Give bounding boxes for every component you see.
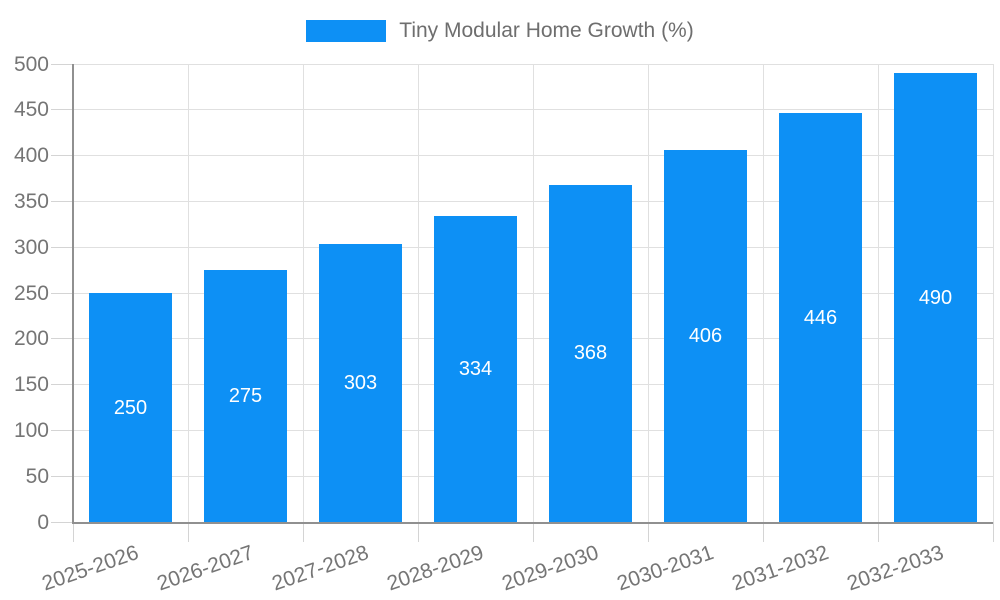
y-axis-label: 200: [13, 327, 49, 351]
bar[interactable]: [664, 150, 747, 522]
y-axis-label: 100: [13, 418, 49, 442]
y-axis-tick: [51, 521, 73, 523]
bar-value-label: 275: [228, 385, 263, 408]
bar-value-label: 334: [458, 358, 493, 381]
y-axis-label: 500: [13, 52, 49, 76]
bar-value-label: 446: [803, 306, 838, 329]
x-axis-label: 2025-2026: [39, 541, 142, 596]
y-axis-label: 400: [13, 144, 49, 168]
gridline-vertical: [877, 64, 879, 522]
y-axis-line: [72, 64, 74, 522]
x-axis-tick: [532, 522, 534, 542]
y-axis-label: 150: [13, 373, 49, 397]
gridline-vertical: [762, 64, 764, 522]
bar-value-label: 406: [688, 325, 723, 348]
bar-value-label: 490: [918, 286, 953, 309]
y-axis-label: 250: [13, 281, 49, 305]
x-axis-label: 2028-2029: [384, 541, 487, 596]
y-axis-tick: [51, 109, 73, 111]
bar-value-label: 303: [343, 372, 378, 395]
x-axis-tick: [992, 522, 994, 542]
y-axis-tick: [51, 63, 73, 65]
bar[interactable]: [319, 244, 402, 522]
x-axis-tick: [647, 522, 649, 542]
x-axis-tick: [187, 522, 189, 542]
bar-value-label: 250: [113, 396, 148, 419]
x-axis-line: [72, 522, 993, 524]
x-axis-label: 2027-2028: [269, 541, 372, 596]
bar-value-label: 368: [573, 342, 608, 365]
x-axis-label: 2029-2030: [499, 541, 602, 596]
y-axis-label: 0: [37, 510, 49, 534]
y-axis-label: 300: [13, 235, 49, 259]
y-axis-tick: [51, 475, 73, 477]
gridline-vertical: [302, 64, 304, 522]
legend[interactable]: Tiny Modular Home Growth (%): [0, 17, 1000, 45]
y-axis-label: 50: [25, 464, 49, 488]
bar[interactable]: [779, 113, 862, 522]
gridline-vertical: [992, 64, 994, 522]
legend-swatch: [306, 20, 387, 42]
x-axis-label: 2032-2033: [844, 541, 947, 596]
bar[interactable]: [549, 184, 632, 522]
x-axis-label: 2030-2031: [614, 541, 717, 596]
gridline-vertical: [532, 64, 534, 522]
y-axis-tick: [51, 246, 73, 248]
gridline-vertical: [187, 64, 189, 522]
x-axis-tick: [302, 522, 304, 542]
bar[interactable]: [204, 270, 287, 522]
y-axis-tick: [51, 384, 73, 386]
y-axis-label: 450: [13, 98, 49, 122]
x-axis-label: 2031-2032: [729, 541, 832, 596]
x-axis-tick: [762, 522, 764, 542]
y-axis-tick: [51, 155, 73, 157]
y-axis-tick: [51, 200, 73, 202]
bar[interactable]: [894, 73, 977, 522]
y-axis-tick: [51, 429, 73, 431]
y-axis-tick: [51, 338, 73, 340]
y-axis-tick: [51, 292, 73, 294]
gridline-vertical: [647, 64, 649, 522]
x-axis-tick: [72, 522, 74, 542]
x-axis-tick: [877, 522, 879, 542]
bar[interactable]: [434, 216, 517, 522]
bar[interactable]: [89, 293, 172, 522]
gridline-vertical: [417, 64, 419, 522]
x-axis-label: 2026-2027: [154, 541, 257, 596]
x-axis-tick: [417, 522, 419, 542]
legend-label: Tiny Modular Home Growth (%): [399, 19, 694, 42]
y-axis-label: 350: [13, 189, 49, 213]
